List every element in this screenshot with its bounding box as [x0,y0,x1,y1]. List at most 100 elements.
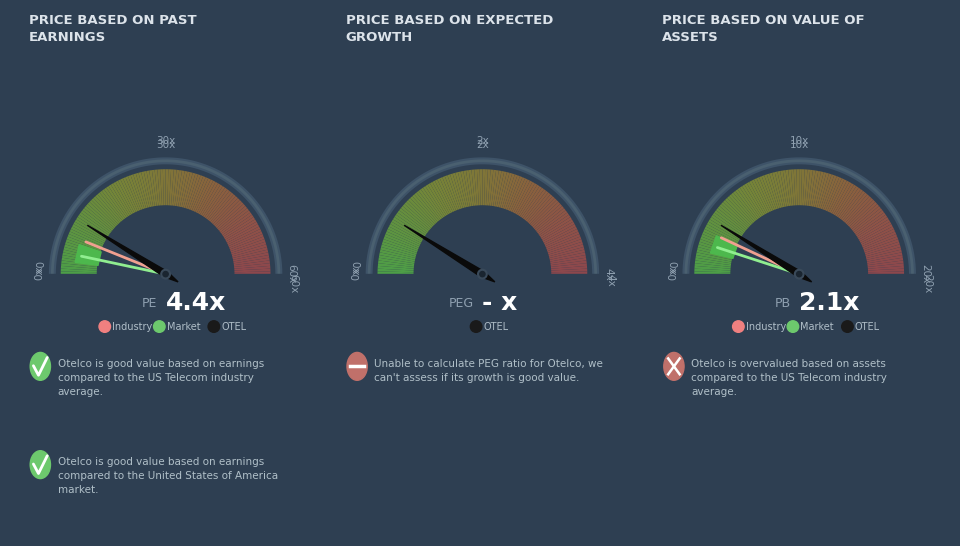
Polygon shape [62,255,99,264]
Polygon shape [204,188,228,219]
Polygon shape [767,174,780,209]
Polygon shape [797,169,799,206]
Polygon shape [408,198,436,226]
Polygon shape [550,263,587,269]
Polygon shape [220,210,251,234]
Polygon shape [727,196,754,224]
Polygon shape [865,244,900,257]
Bar [24,274,307,342]
Polygon shape [427,183,448,216]
Polygon shape [71,227,105,245]
Polygon shape [828,180,847,213]
Polygon shape [415,193,440,222]
Polygon shape [516,183,538,216]
Polygon shape [725,198,753,226]
Polygon shape [107,186,129,218]
Polygon shape [705,227,738,245]
Polygon shape [778,171,787,207]
Polygon shape [811,171,821,207]
Polygon shape [861,232,896,248]
Polygon shape [85,204,115,230]
Polygon shape [721,202,750,228]
Polygon shape [803,169,807,206]
Polygon shape [401,206,430,231]
Text: 0x: 0x [668,268,679,281]
Polygon shape [377,266,415,271]
Polygon shape [747,182,767,215]
Text: OTEL: OTEL [484,322,509,331]
Polygon shape [703,232,737,248]
Polygon shape [386,232,420,248]
Polygon shape [507,176,522,211]
Polygon shape [839,189,863,220]
Polygon shape [102,189,126,220]
Polygon shape [549,255,586,264]
Polygon shape [498,172,510,208]
Polygon shape [175,170,182,207]
Circle shape [30,450,51,479]
Polygon shape [544,229,578,246]
Text: 0x: 0x [35,268,45,281]
Polygon shape [698,244,733,257]
Polygon shape [380,247,417,258]
Polygon shape [867,271,904,274]
Polygon shape [716,208,746,233]
Text: Otelco is overvalued based on assets
compared to the US Telecom industry
average: Otelco is overvalued based on assets com… [691,359,887,397]
Polygon shape [468,170,475,206]
Polygon shape [804,170,810,206]
Polygon shape [228,229,261,246]
Polygon shape [219,208,249,233]
Polygon shape [440,177,456,212]
Polygon shape [694,266,732,271]
Polygon shape [550,260,587,267]
Polygon shape [827,179,845,212]
Circle shape [154,321,165,333]
Polygon shape [794,169,798,206]
Polygon shape [72,224,106,243]
Polygon shape [754,179,772,212]
Polygon shape [850,204,879,230]
Polygon shape [515,182,535,215]
Polygon shape [711,215,743,237]
Polygon shape [550,269,588,272]
Polygon shape [211,196,238,224]
Polygon shape [845,196,872,224]
Text: 10x: 10x [789,140,809,150]
Polygon shape [215,202,244,228]
Polygon shape [221,212,252,235]
Polygon shape [694,271,732,274]
Polygon shape [66,239,102,253]
Polygon shape [233,258,270,265]
Polygon shape [226,224,259,243]
Polygon shape [521,188,544,219]
Polygon shape [550,258,587,265]
Text: 60x: 60x [286,264,297,284]
Polygon shape [420,188,444,219]
Polygon shape [133,174,146,209]
Polygon shape [550,266,588,271]
Polygon shape [195,180,213,213]
Polygon shape [742,185,763,217]
Polygon shape [108,185,130,217]
Polygon shape [228,234,264,250]
Polygon shape [207,191,231,221]
Text: Unable to calculate PEG ratio for Otelco, we
can't assess if its growth is good : Unable to calculate PEG ratio for Otelco… [374,359,603,383]
Polygon shape [696,255,732,264]
Polygon shape [208,193,233,222]
Polygon shape [87,202,116,228]
Text: PRICE BASED ON EXPECTED
GROWTH: PRICE BASED ON EXPECTED GROWTH [346,14,553,44]
Polygon shape [858,222,892,241]
Polygon shape [225,222,258,241]
Polygon shape [138,172,150,208]
Polygon shape [866,252,902,262]
Polygon shape [163,169,165,206]
Polygon shape [806,170,813,206]
Polygon shape [404,202,433,228]
Polygon shape [232,250,268,260]
Polygon shape [740,186,762,218]
Polygon shape [856,217,889,239]
Polygon shape [377,269,415,272]
Polygon shape [177,170,184,207]
Polygon shape [169,169,174,206]
Polygon shape [229,236,264,251]
